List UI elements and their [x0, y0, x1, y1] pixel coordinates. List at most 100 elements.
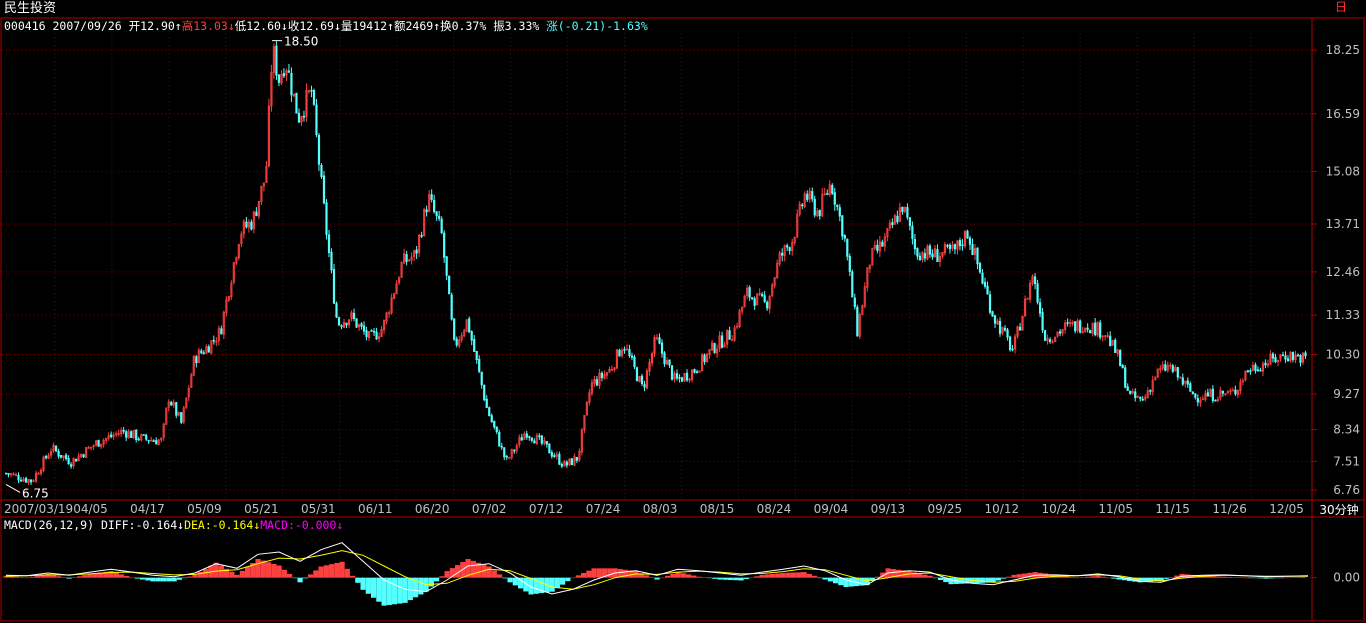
candle-body — [1251, 365, 1255, 371]
candle-body — [876, 244, 879, 251]
macd-histogram-bar — [1279, 577, 1285, 579]
candle-body — [302, 115, 306, 118]
macd-histogram-bar — [87, 573, 93, 578]
candle-body — [392, 293, 396, 299]
period-selector-button[interactable]: 30分钟 — [1319, 503, 1359, 517]
x-tick-label: 09/04 — [814, 502, 849, 516]
candle-body — [147, 439, 150, 442]
candle-body — [72, 457, 75, 467]
candle-body — [470, 331, 473, 341]
macd-histogram-bar — [1090, 576, 1096, 578]
macd-histogram-bar — [875, 576, 881, 578]
macd-histogram-bar — [1085, 576, 1091, 578]
candle-body — [357, 324, 361, 328]
candle-body — [80, 454, 83, 457]
candle-body — [941, 252, 944, 257]
x-tick-label: 08/15 — [700, 502, 735, 516]
candle-body — [460, 335, 463, 341]
candle-body — [112, 434, 115, 437]
candle-body — [1129, 390, 1132, 394]
up-arrow-icon: ↑ — [387, 19, 394, 33]
candle-body — [97, 439, 100, 447]
candle-body — [282, 73, 286, 77]
candle-body — [317, 134, 321, 165]
candle-body — [768, 296, 771, 309]
macd-histogram-bar — [1300, 576, 1306, 578]
candle-body — [117, 433, 120, 435]
amount: 额2469 — [393, 19, 434, 33]
candle-body — [585, 401, 588, 416]
candle-body — [1159, 368, 1162, 370]
candle-body — [901, 206, 904, 213]
candle-body — [793, 237, 796, 244]
candle-body — [1296, 354, 1300, 357]
candle-body — [1279, 354, 1282, 360]
candle-body — [362, 325, 366, 332]
candle-body — [565, 461, 568, 466]
amplitude: 振3.33% — [493, 19, 540, 33]
candle-body — [555, 454, 558, 457]
macd-histogram-bar — [1205, 576, 1211, 578]
macd-histogram-bar — [1284, 577, 1290, 579]
candle-body — [613, 367, 616, 371]
candle-body — [705, 353, 709, 362]
candle-body — [1046, 338, 1049, 342]
candle-body — [746, 287, 749, 297]
candle-body — [1174, 367, 1177, 372]
macd-histogram-bar — [266, 562, 272, 578]
candle-body — [498, 431, 501, 447]
macd-histogram-bar — [292, 577, 298, 579]
candle-body — [24, 477, 28, 483]
candle-body — [650, 353, 654, 364]
candle-body — [843, 235, 846, 239]
candle-body — [165, 407, 168, 425]
macd-histogram-bar — [491, 570, 497, 578]
candle-body — [1041, 312, 1044, 331]
candle-body — [1091, 323, 1094, 334]
candle-body — [593, 379, 596, 384]
macd-histogram-bar — [82, 575, 88, 578]
down-arrow-icon: ↓ — [227, 19, 235, 33]
candle-body — [698, 370, 701, 373]
candle-body — [806, 193, 809, 201]
macd-histogram-bar — [1295, 577, 1301, 578]
candle-body — [588, 392, 591, 403]
candle-body — [44, 456, 48, 459]
macd-histogram-bar — [754, 576, 760, 578]
candle-body — [903, 206, 906, 212]
candle-body — [102, 439, 105, 445]
candle-body — [1131, 391, 1134, 394]
candle-body — [92, 445, 95, 447]
candle-body — [32, 480, 35, 483]
candle-body — [595, 379, 599, 386]
macd-histogram-bar — [707, 577, 713, 579]
candle-body — [1189, 383, 1192, 392]
candle-body — [335, 303, 338, 318]
candle-body — [1139, 396, 1142, 399]
candle-body — [878, 241, 881, 252]
candle-body — [47, 455, 50, 459]
macd-histogram-bar — [434, 577, 440, 582]
candle-body — [1018, 326, 1022, 331]
candle-body — [1244, 371, 1247, 381]
candle-body — [448, 275, 451, 295]
candle-body — [1181, 377, 1184, 385]
macd-histogram-bar — [638, 573, 644, 578]
candle-body — [435, 211, 438, 217]
daily-period-button[interactable]: 日 — [1334, 0, 1347, 14]
x-tick-label: 07/02 — [472, 502, 507, 516]
macd-histogram-bar — [386, 577, 392, 605]
macd-histogram-bar — [176, 577, 182, 580]
candle-body — [818, 209, 821, 217]
macd-macd-value: MACD:-0.000 — [260, 518, 337, 532]
down-arrow-icon: ↓ — [336, 518, 344, 532]
candle-body — [185, 397, 188, 409]
candle-body — [458, 339, 461, 347]
macd-histogram-bar — [607, 568, 613, 578]
candle-body — [12, 473, 15, 476]
candle-body — [628, 349, 631, 356]
candle-body — [1199, 400, 1202, 404]
candle-body — [638, 376, 641, 382]
candle-body — [42, 456, 45, 471]
